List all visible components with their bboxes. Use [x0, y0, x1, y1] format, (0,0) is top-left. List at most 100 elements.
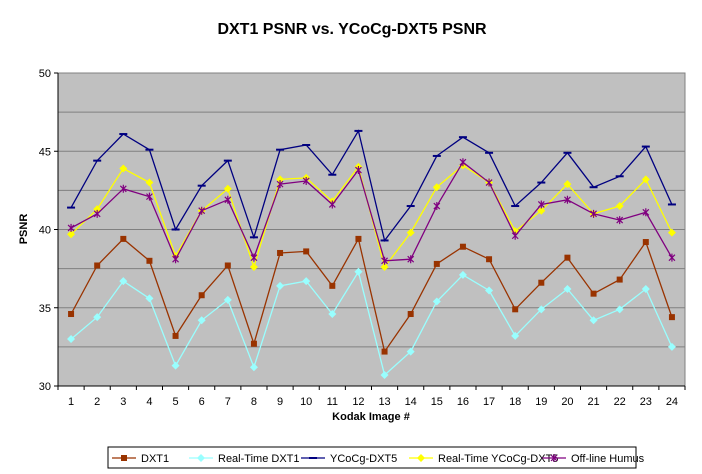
- x-tick-label: 17: [483, 396, 495, 408]
- series-group: [67, 129, 676, 380]
- data-point: [224, 262, 231, 269]
- x-tick-label: 7: [225, 396, 231, 408]
- data-point: [615, 202, 624, 211]
- x-tick-label: 20: [561, 396, 573, 408]
- data-point: [355, 166, 362, 175]
- data-point: [302, 277, 311, 286]
- data-point: [277, 249, 284, 256]
- data-point: [224, 195, 232, 204]
- y-tick-label: 45: [39, 146, 51, 158]
- legend-swatch-marker: [197, 454, 205, 462]
- data-point: [119, 277, 128, 286]
- x-tick-label: 3: [120, 396, 126, 408]
- data-point: [459, 158, 467, 167]
- x-tick-label: 1: [68, 396, 74, 408]
- legend-swatch-marker: [417, 454, 425, 462]
- x-tick-label: 10: [300, 396, 312, 408]
- y-tick-label: 30: [39, 381, 51, 393]
- x-tick-label: 4: [146, 396, 152, 408]
- data-point: [146, 192, 153, 201]
- x-tick-label: 13: [378, 396, 390, 408]
- data-point: [198, 292, 205, 299]
- x-tick-label: 23: [640, 396, 652, 408]
- data-point: [641, 284, 650, 293]
- data-point: [328, 200, 336, 209]
- data-point: [590, 209, 597, 218]
- x-axis: 1 2 3 4 5 6 7 8 9 10 11 12 13 14 15 16 17 18 19 20 21 22 23 24: [57, 385, 686, 408]
- x-tick-label: 9: [277, 396, 283, 408]
- data-point: [380, 371, 389, 380]
- chart-title: DXT1 PSNR vs. YCoCg-DXT5 PSNR: [217, 21, 487, 38]
- x-tick-label: 11: [327, 396, 338, 408]
- data-point: [459, 243, 466, 250]
- y-axis-title: PSNR: [18, 214, 30, 245]
- x-tick-label: 16: [457, 396, 469, 408]
- data-point: [119, 164, 128, 173]
- x-tick-label: 14: [405, 396, 417, 408]
- data-point: [250, 253, 258, 262]
- data-point: [485, 178, 493, 187]
- data-point: [303, 248, 310, 255]
- data-point: [458, 270, 467, 279]
- data-point: [198, 206, 206, 215]
- data-point: [564, 254, 571, 261]
- data-point: [67, 223, 75, 232]
- data-point: [328, 310, 337, 319]
- series-1: [67, 267, 676, 380]
- data-point: [511, 331, 520, 340]
- data-point: [276, 180, 284, 189]
- data-point: [68, 311, 75, 318]
- data-point: [93, 209, 101, 218]
- x-tick-label: 22: [614, 396, 626, 408]
- series-4: [67, 158, 676, 265]
- legend-swatch-marker: [550, 454, 558, 462]
- data-point: [538, 279, 545, 286]
- y-axis: 30 35 40 45 50: [39, 68, 59, 393]
- x-tick-label: 5: [173, 396, 179, 408]
- legend-label: YCoCg-DXT5: [330, 453, 397, 465]
- data-point: [381, 256, 388, 265]
- data-point: [381, 348, 388, 355]
- data-point: [67, 335, 76, 344]
- data-point: [407, 311, 414, 318]
- data-point: [563, 284, 572, 293]
- x-tick-label: 21: [587, 396, 599, 408]
- data-point: [641, 175, 650, 184]
- data-point: [407, 255, 415, 264]
- data-point: [223, 295, 232, 304]
- data-point: [406, 228, 415, 237]
- data-point: [406, 347, 415, 356]
- data-point: [249, 363, 258, 372]
- data-point: [433, 260, 440, 267]
- x-tick-label: 2: [94, 396, 100, 408]
- data-point: [564, 195, 571, 204]
- x-tick-label: 6: [199, 396, 205, 408]
- data-point: [511, 231, 519, 240]
- data-point: [642, 239, 649, 246]
- data-point: [485, 286, 494, 295]
- data-point: [146, 257, 153, 264]
- data-point: [668, 253, 676, 262]
- data-point: [615, 305, 624, 314]
- legend-box: [107, 446, 637, 469]
- data-point: [172, 332, 179, 339]
- data-point: [432, 183, 441, 192]
- data-point: [668, 314, 675, 321]
- x-tick-label: 12: [352, 396, 364, 408]
- data-point: [616, 216, 624, 225]
- data-point: [302, 176, 310, 185]
- x-tick-label: 19: [535, 396, 547, 408]
- data-point: [512, 306, 519, 313]
- data-point: [67, 230, 76, 239]
- data-point: [616, 276, 623, 283]
- data-point: [329, 282, 336, 289]
- legend-label: Off-line Humus: [571, 453, 645, 465]
- data-point: [642, 208, 650, 217]
- x-tick-label: 8: [251, 396, 257, 408]
- data-point: [249, 263, 258, 272]
- data-point: [355, 235, 362, 242]
- data-point: [354, 267, 363, 276]
- data-point: [537, 200, 545, 209]
- data-point: [145, 178, 154, 187]
